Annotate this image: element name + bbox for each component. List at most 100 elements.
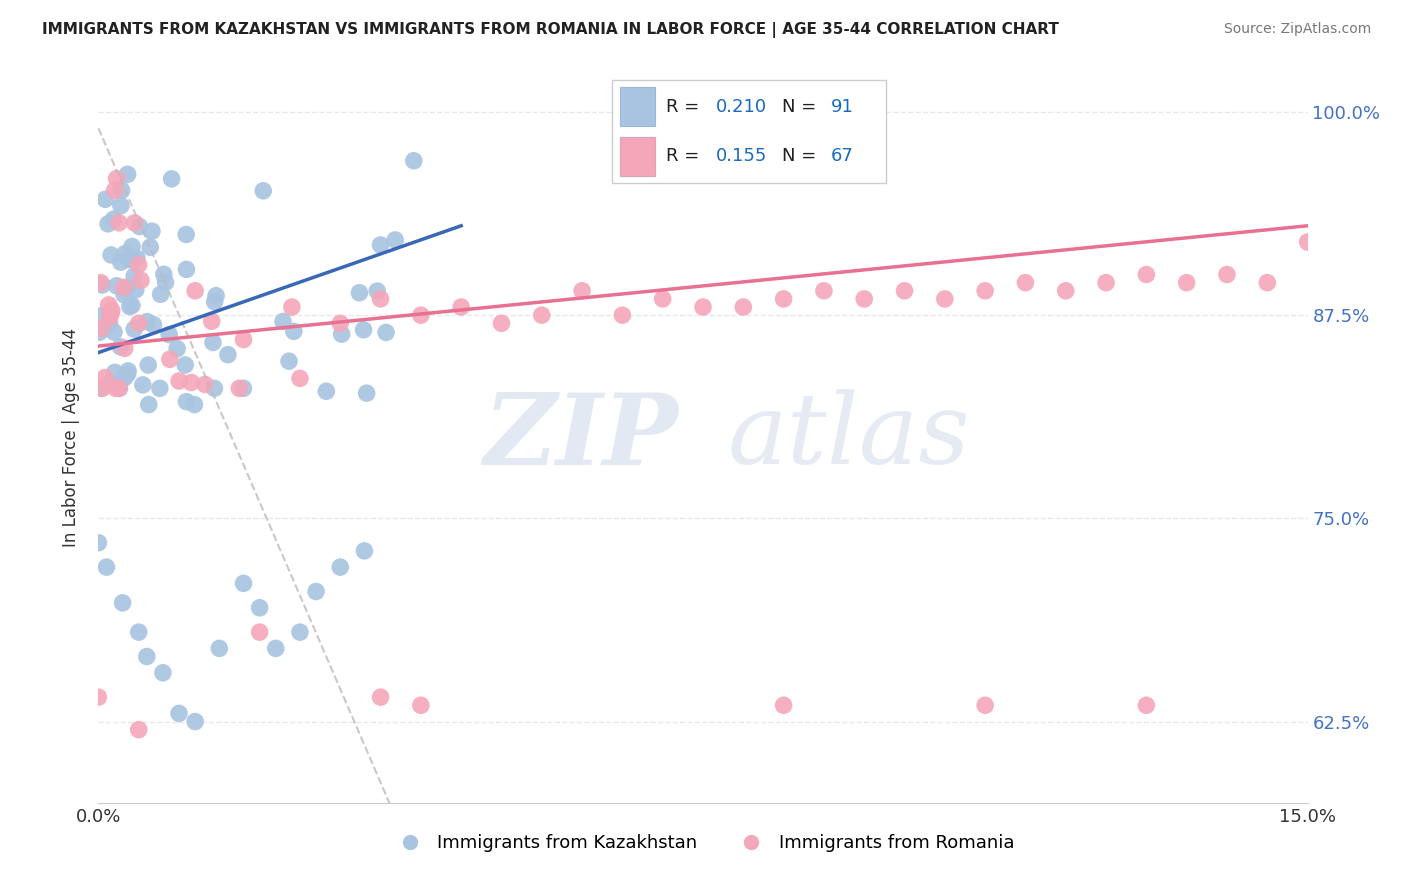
Point [1216, 268, 1239, 282]
Point [174, 227, 197, 242]
Point [100, 248, 122, 262]
Point [349, 285, 371, 300]
Point [271, 314, 294, 328]
Point [91, 381, 114, 395]
Point [194, 377, 217, 392]
Point [105, 171, 128, 186]
Point [353, 544, 375, 558]
Point [117, 364, 139, 378]
Text: 0.155: 0.155 [716, 147, 768, 165]
Point [232, 576, 254, 591]
Point [166, 342, 188, 356]
Point [128, 219, 150, 234]
Point [118, 300, 141, 314]
Point [117, 167, 139, 181]
Point [129, 273, 152, 287]
Point [108, 381, 131, 395]
Point [733, 300, 755, 314]
Point [232, 333, 254, 347]
Point [94, 370, 117, 384]
Point [1054, 284, 1077, 298]
Point [264, 641, 287, 656]
Point [114, 246, 136, 260]
Point [201, 335, 224, 350]
Point [118, 252, 141, 267]
Point [125, 283, 148, 297]
Point [160, 172, 183, 186]
Point [772, 292, 794, 306]
Text: N =: N = [782, 98, 821, 116]
Point [283, 324, 305, 338]
Point [167, 706, 190, 721]
Point [120, 251, 142, 265]
Point [155, 276, 177, 290]
Point [149, 381, 172, 395]
Point [612, 308, 634, 322]
Text: atlas: atlas [727, 390, 970, 484]
Text: 91: 91 [831, 98, 853, 116]
Point [491, 316, 513, 330]
Text: 67: 67 [831, 147, 853, 165]
FancyBboxPatch shape [612, 80, 886, 183]
Point [204, 294, 226, 309]
Point [228, 381, 250, 395]
Point [934, 292, 956, 306]
Point [893, 284, 915, 298]
Text: ZIP: ZIP [484, 389, 679, 485]
Point [112, 371, 135, 385]
Point [184, 714, 207, 729]
Bar [620, 136, 655, 176]
Point [128, 258, 150, 272]
Point [104, 183, 127, 197]
Point [97, 298, 120, 312]
Point [112, 288, 135, 302]
Point [402, 153, 425, 168]
Point [100, 306, 122, 320]
Point [692, 300, 714, 314]
Y-axis label: In Labor Force | Age 35-44: In Labor Force | Age 35-44 [62, 327, 80, 547]
Point [98, 316, 121, 330]
Point [115, 281, 138, 295]
Point [114, 342, 136, 356]
Point [122, 268, 145, 283]
Point [217, 348, 239, 362]
Point [114, 368, 136, 383]
Point [103, 212, 125, 227]
Point [89, 325, 111, 339]
Point [111, 596, 134, 610]
Text: 0.210: 0.210 [716, 98, 766, 116]
Bar [620, 87, 655, 127]
Point [375, 326, 398, 340]
Point [384, 233, 406, 247]
Point [356, 386, 378, 401]
Point [409, 698, 432, 713]
Point [136, 315, 159, 329]
Point [159, 352, 181, 367]
Point [122, 322, 145, 336]
Point [974, 698, 997, 713]
Text: N =: N = [782, 147, 821, 165]
Point [1256, 276, 1278, 290]
Point [97, 217, 120, 231]
Point [1014, 276, 1036, 290]
Point [90, 309, 112, 323]
Point [232, 381, 254, 395]
Point [208, 641, 231, 656]
Point [121, 298, 143, 312]
Point [370, 238, 392, 252]
Point [87, 535, 110, 549]
Point [139, 240, 162, 254]
Point [329, 316, 352, 330]
Point [1135, 268, 1157, 282]
Point [450, 300, 472, 314]
Legend: Immigrants from Kazakhstan, Immigrants from Romania: Immigrants from Kazakhstan, Immigrants f… [385, 827, 1021, 860]
Point [201, 314, 224, 328]
Point [128, 723, 150, 737]
Point [98, 376, 121, 391]
Point [651, 292, 673, 306]
Point [370, 690, 392, 705]
Point [128, 316, 150, 330]
Point [136, 358, 159, 372]
Point [180, 376, 202, 390]
Point [366, 284, 388, 298]
